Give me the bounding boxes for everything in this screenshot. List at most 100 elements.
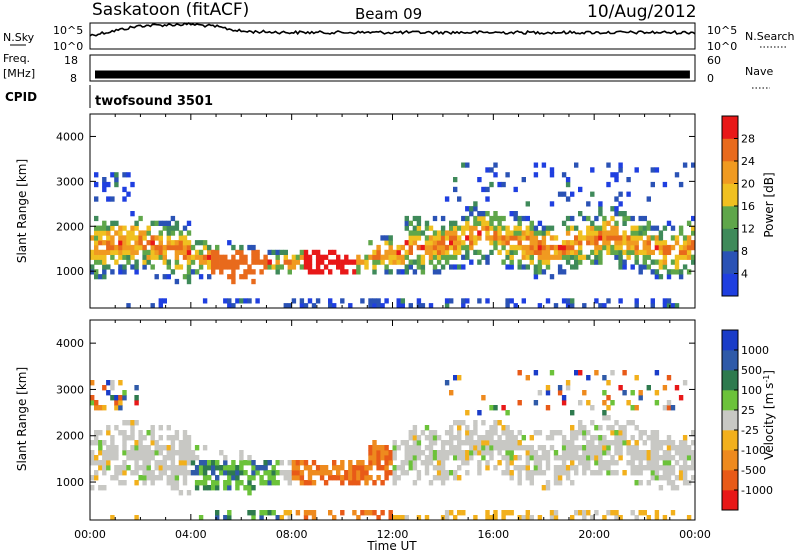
heatmap-cell — [570, 225, 575, 231]
nave-label: Nave — [745, 65, 773, 78]
heatmap-cell — [529, 450, 534, 456]
heatmap-cell — [110, 220, 115, 226]
heatmap-cell — [247, 510, 252, 516]
heatmap-cell — [219, 470, 224, 476]
heatmap-cell — [525, 235, 530, 241]
heatmap-cell — [529, 240, 534, 246]
colorbar-swatch — [722, 138, 738, 162]
heatmap-cell — [489, 435, 494, 441]
heatmap-cell — [271, 470, 276, 476]
nsearch-top-tick: 10^5 — [707, 24, 737, 37]
heatmap-cell — [658, 235, 664, 241]
heatmap-cell — [166, 274, 171, 280]
heatmap-cell — [634, 440, 639, 446]
heatmap-cell — [650, 440, 655, 446]
heatmap-cell — [291, 475, 297, 481]
heatmap-cell — [513, 225, 518, 231]
heatmap-cell — [457, 465, 462, 471]
heatmap-cell — [287, 475, 292, 481]
heatmap-cell — [231, 303, 236, 309]
heatmap-cell — [574, 510, 579, 516]
heatmap-cell — [509, 249, 514, 255]
heatmap-cell — [328, 269, 333, 275]
heatmap-cell — [170, 480, 176, 486]
heatmap-cell — [102, 405, 107, 411]
heatmap-cell — [638, 249, 643, 255]
date-title: 10/Aug/2012 — [587, 2, 697, 22]
heatmap-cell — [594, 244, 599, 251]
heatmap-cell — [465, 225, 470, 231]
heatmap-cell — [674, 269, 680, 275]
heatmap-cell — [166, 264, 171, 270]
heatmap-cell — [586, 215, 591, 222]
heatmap-cell — [678, 470, 684, 476]
heatmap-cell — [122, 450, 127, 456]
freq-bottom-tick: 8 — [70, 72, 77, 85]
heatmap-cell — [154, 460, 159, 466]
heatmap-cell — [299, 475, 305, 481]
heatmap-cell — [477, 440, 482, 446]
heatmap-cell — [489, 450, 494, 456]
time-x-axis: 00:00 04:00 08:00 12:00 16:00 20:00 00:00 — [74, 114, 711, 541]
heatmap-cell — [493, 440, 498, 446]
heatmap-cell — [138, 475, 143, 481]
heatmap-cell — [428, 440, 434, 446]
heatmap-cell — [678, 274, 684, 280]
heatmap-cell — [287, 470, 292, 476]
heatmap-cell — [682, 244, 688, 251]
heatmap-cell — [549, 172, 555, 178]
heatmap-cell — [211, 269, 216, 275]
heatmap-cell — [408, 435, 413, 441]
heatmap-cell — [533, 465, 539, 471]
heatmap-cell — [118, 400, 123, 406]
heatmap-cell — [166, 475, 171, 481]
heatmap-cell — [102, 230, 107, 236]
heatmap-cell — [602, 375, 607, 381]
heatmap-cell — [606, 249, 611, 255]
heatmap-cell — [469, 430, 474, 436]
heatmap-cell — [440, 455, 446, 461]
heatmap-cell — [594, 215, 599, 222]
heatmap-cell — [138, 440, 143, 446]
heatmap-cell — [178, 460, 184, 466]
heatmap-cell — [138, 230, 143, 236]
heatmap-cell — [469, 211, 474, 217]
heatmap-cell — [662, 515, 668, 521]
heatmap-cell — [529, 475, 534, 481]
heatmap-cell — [449, 430, 454, 436]
heatmap-cell — [259, 510, 264, 516]
heatmap-cell — [561, 254, 567, 260]
heatmap-cell — [178, 244, 184, 251]
heatmap-cell — [134, 420, 139, 426]
heatmap-cell — [311, 510, 317, 516]
heatmap-cell — [198, 264, 204, 270]
heatmap-cell — [340, 510, 345, 516]
heatmap-cell — [174, 244, 180, 251]
heatmap-cell — [122, 390, 127, 396]
colorbar-swatch — [722, 183, 738, 207]
heatmap-cell — [509, 298, 514, 304]
heatmap-cell — [198, 515, 204, 521]
heatmap-cell — [368, 303, 373, 309]
heatmap-cell — [578, 240, 583, 246]
heatmap-cell — [396, 298, 401, 304]
heatmap-cell — [598, 249, 603, 255]
heatmap-cell — [444, 303, 450, 309]
heatmap-cell — [489, 235, 494, 241]
heatmap-cell — [416, 515, 422, 521]
heatmap-cell — [231, 259, 236, 265]
heatmap-cell — [122, 430, 127, 436]
heatmap-cell — [453, 435, 458, 441]
heatmap-cell — [166, 240, 171, 246]
cpid-label: CPID — [5, 90, 37, 104]
heatmap-cell — [461, 244, 466, 251]
heatmap-cell — [380, 455, 385, 461]
heatmap-cell — [243, 298, 248, 304]
x-tick-label: 16:00 — [477, 528, 509, 541]
heatmap-cell — [311, 249, 317, 255]
heatmap-cell — [408, 259, 413, 265]
heatmap-cell — [537, 390, 543, 396]
heatmap-cell — [634, 230, 639, 236]
heatmap-cell — [186, 490, 192, 496]
heatmap-cell — [674, 303, 680, 309]
